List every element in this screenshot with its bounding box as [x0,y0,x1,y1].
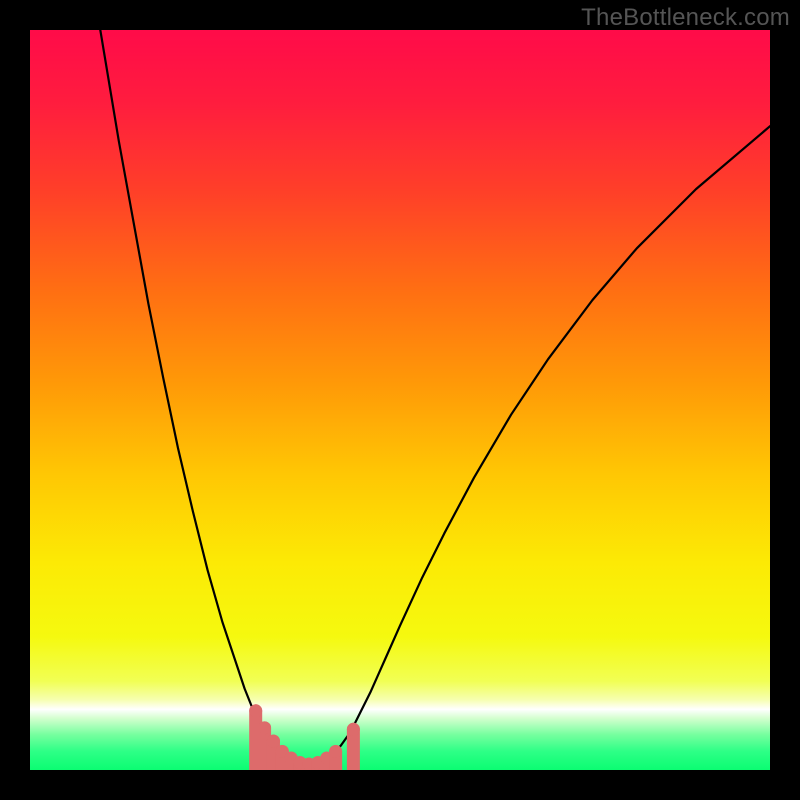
valley-dot [249,704,262,717]
valley-dot [329,745,342,758]
chart-svg [0,0,800,800]
valley-dot [258,721,271,734]
watermark-text: TheBottleneck.com [581,4,790,32]
valley-dot [347,723,360,736]
valley-dot [267,735,280,748]
chart-stage: TheBottleneck.com [0,0,800,800]
gradient-background [30,30,770,770]
